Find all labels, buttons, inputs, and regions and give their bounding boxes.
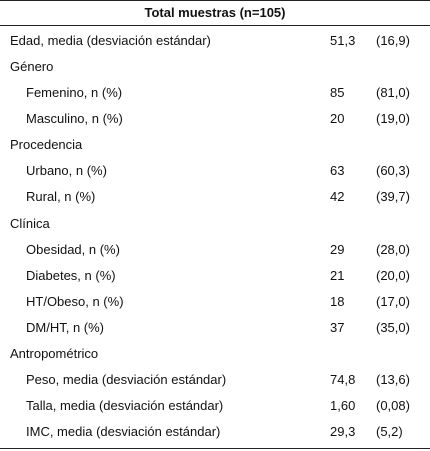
row-label: Peso, media (desviación estándar): [26, 372, 227, 387]
table-row: HT/Obeso, n (%) 18 (17,0): [0, 289, 430, 315]
table-row: Femenino, n (%) 85 (81,0): [0, 80, 430, 106]
table-row: Masculino, n (%) 20 (19,0): [0, 106, 430, 132]
row-dispersion: (17,0): [376, 294, 410, 309]
section-label: Procedencia: [10, 137, 83, 152]
table-row: Diabetes, n (%) 21 (20,0): [0, 263, 430, 289]
table-bottom-rule: [0, 448, 430, 449]
row-label: Rural, n (%): [26, 189, 96, 204]
row-label: Obesidad, n (%): [26, 242, 120, 257]
row-label: Diabetes, n (%): [26, 268, 116, 283]
table-row: IMC, media (desviación estándar) 29,3 (5…: [0, 419, 430, 445]
section-row: Antropométrico: [0, 341, 430, 367]
row-value: 21: [330, 268, 345, 283]
row-dispersion: (81,0): [376, 85, 410, 100]
table-header: Total muestras (n=105): [0, 0, 430, 26]
row-label: Talla, media (desviación estándar): [26, 398, 224, 413]
row-label: Femenino, n (%): [26, 85, 123, 100]
section-row: Clínica: [0, 211, 430, 237]
row-dispersion: (35,0): [376, 320, 410, 335]
row-dispersion: (5,2): [376, 424, 403, 439]
row-label: Urbano, n (%): [26, 163, 107, 178]
row-label: HT/Obeso, n (%): [26, 294, 124, 309]
row-label: Edad, media (desviación estándar): [10, 33, 211, 48]
section-label: Clínica: [10, 216, 50, 231]
row-value: 63: [330, 163, 345, 178]
row-value: 20: [330, 111, 345, 126]
row-dispersion: (13,6): [376, 372, 410, 387]
table-row: Talla, media (desviación estándar) 1,60 …: [0, 393, 430, 419]
row-label: Masculino, n (%): [26, 111, 123, 126]
row-dispersion: (19,0): [376, 111, 410, 126]
row-dispersion: (28,0): [376, 242, 410, 257]
table-row: Rural, n (%) 42 (39,7): [0, 184, 430, 210]
table-row: Peso, media (desviación estándar) 74,8 (…: [0, 367, 430, 393]
row-value: 18: [330, 294, 345, 309]
table-row: Obesidad, n (%) 29 (28,0): [0, 237, 430, 263]
row-value: 74,8: [330, 372, 356, 387]
section-row: Género: [0, 54, 430, 80]
row-dispersion: (39,7): [376, 189, 410, 204]
row-value: 51,3: [330, 33, 356, 48]
row-dispersion: (0,08): [376, 398, 410, 413]
row-value: 29: [330, 242, 345, 257]
row-dispersion: (16,9): [376, 33, 410, 48]
row-value: 42: [330, 189, 345, 204]
row-value: 85: [330, 85, 345, 100]
row-label: IMC, media (desviación estándar): [26, 424, 221, 439]
row-dispersion: (20,0): [376, 268, 410, 283]
table-row: Edad, media (desviación estándar) 51,3 (…: [0, 28, 430, 54]
section-label: Antropométrico: [10, 346, 99, 361]
row-value: 1,60: [330, 398, 356, 413]
row-value: 37: [330, 320, 345, 335]
section-label: Género: [10, 59, 54, 74]
table-row: DM/HT, n (%) 37 (35,0): [0, 315, 430, 341]
row-value: 29,3: [330, 424, 356, 439]
section-row: Procedencia: [0, 132, 430, 158]
row-dispersion: (60,3): [376, 163, 410, 178]
row-label: DM/HT, n (%): [26, 320, 104, 335]
table-row: Urbano, n (%) 63 (60,3): [0, 158, 430, 184]
